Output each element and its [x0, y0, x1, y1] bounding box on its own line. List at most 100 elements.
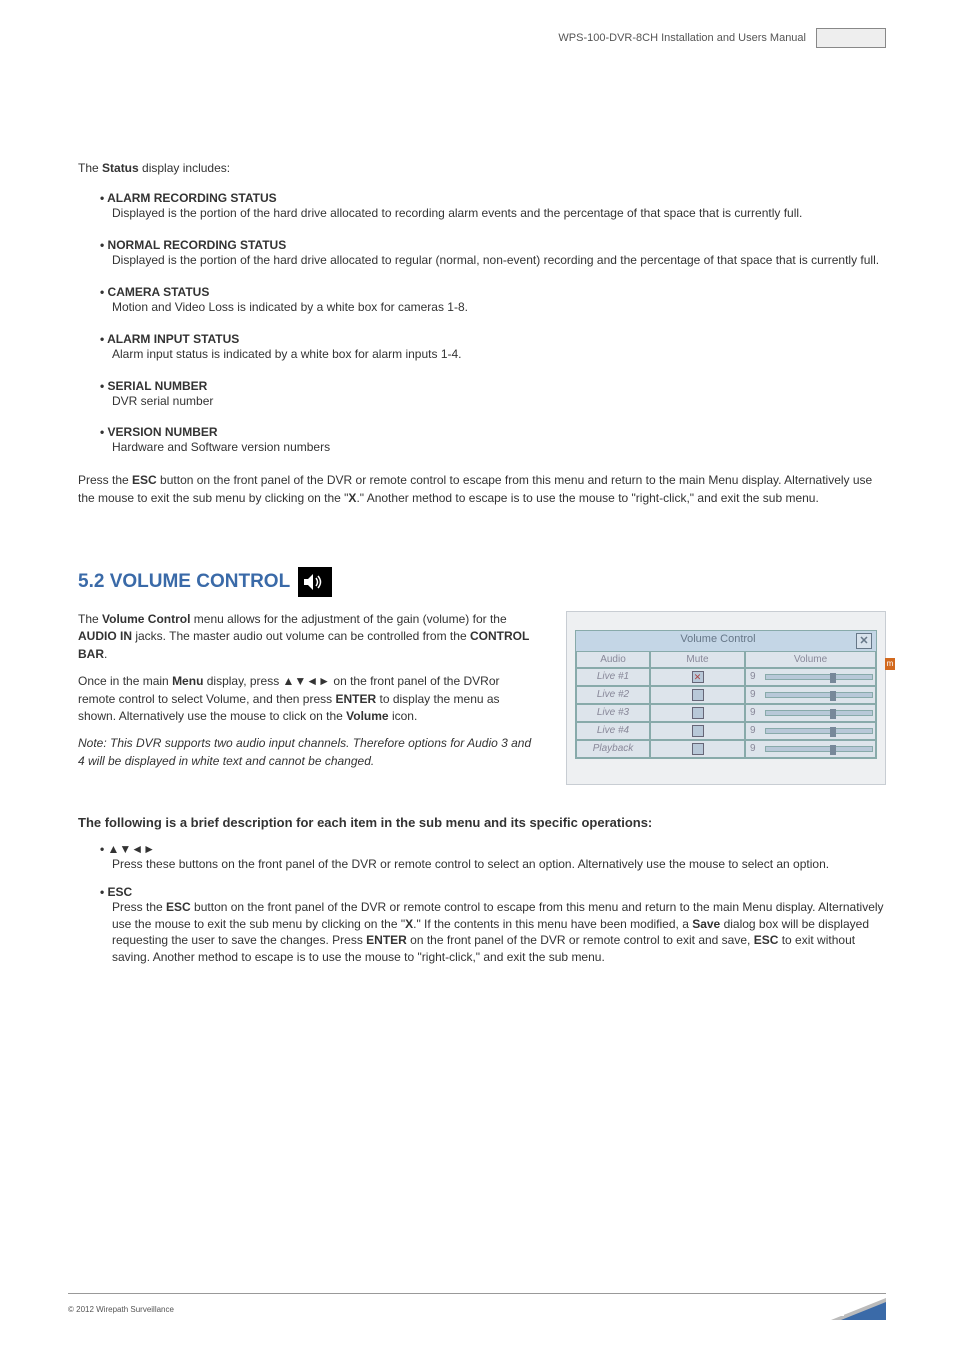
- vol-p1: The Volume Control menu allows for the a…: [78, 611, 536, 663]
- text: Press the: [112, 900, 166, 914]
- vol-p2: Once in the main Menu display, press ▲▼◄…: [78, 673, 536, 725]
- section-title: 5.2 VOLUME CONTROL: [78, 567, 886, 597]
- panel-row: Live #29: [576, 686, 876, 704]
- mute-checkbox[interactable]: [692, 707, 704, 719]
- volume-slider[interactable]: [765, 728, 873, 734]
- status-label: SERIAL NUMBER: [100, 379, 886, 393]
- row-volume-cell[interactable]: 9: [745, 722, 876, 740]
- status-list: ALARM RECORDING STATUS Displayed is the …: [100, 191, 886, 456]
- mute-checkbox[interactable]: [692, 743, 704, 755]
- text-bold: Volume: [346, 709, 388, 723]
- status-desc: Motion and Video Loss is indicated by a …: [112, 299, 886, 316]
- esc-paragraph: Press the ESC button on the front panel …: [78, 472, 886, 507]
- sub-item-arrows: ▲▼◄► Press these buttons on the front pa…: [100, 842, 886, 873]
- slider-knob[interactable]: [830, 745, 836, 755]
- header: WPS-100-DVR-8CH Installation and Users M…: [558, 28, 886, 48]
- volume-value: 9: [750, 743, 762, 754]
- row-volume-cell[interactable]: 9: [745, 740, 876, 758]
- row-volume-cell[interactable]: 9: [745, 668, 876, 686]
- section-title-text: 5.2 VOLUME CONTROL: [78, 571, 290, 593]
- corner-shape: [841, 1302, 886, 1320]
- text: ." Another method to escape is to use th…: [356, 491, 818, 505]
- panel-header-row: Audio Mute Volume: [576, 651, 876, 668]
- status-desc: Displayed is the portion of the hard dri…: [112, 205, 886, 222]
- text-bold: ENTER: [366, 933, 407, 947]
- col-header-audio: Audio: [576, 651, 650, 668]
- text: ." If the contents in this menu have bee…: [413, 917, 692, 931]
- text: display includes:: [139, 161, 230, 175]
- volume-value: 9: [750, 707, 762, 718]
- volume-slider[interactable]: [765, 710, 873, 716]
- status-label: CAMERA STATUS: [100, 285, 886, 299]
- text-bold: ESC: [132, 473, 157, 487]
- page-number: 21: [831, 1305, 844, 1319]
- sub-desc-title: The following is a brief description for…: [78, 815, 886, 830]
- volume-value: 9: [750, 671, 762, 682]
- text-bold: X: [405, 917, 413, 931]
- volume-value: 9: [750, 689, 762, 700]
- status-label: ALARM INPUT STATUS: [100, 332, 886, 346]
- panel-inner: Volume Control ✕ Audio Mute Volume Live …: [575, 630, 877, 759]
- mute-checkbox[interactable]: [692, 671, 704, 683]
- text: Press the: [78, 473, 132, 487]
- status-item: ALARM RECORDING STATUS Displayed is the …: [100, 191, 886, 222]
- row-mute-cell[interactable]: [650, 704, 745, 722]
- text: The: [78, 161, 102, 175]
- text-bold: Menu: [172, 674, 203, 688]
- status-item: SERIAL NUMBER DVR serial number: [100, 379, 886, 410]
- status-desc: Displayed is the portion of the hard dri…: [112, 252, 886, 269]
- sub-item-esc: ESC Press the ESC button on the front pa…: [100, 885, 886, 966]
- volume-value: 9: [750, 725, 762, 736]
- mute-checkbox[interactable]: [692, 689, 704, 701]
- status-item: VERSION NUMBER Hardware and Software ver…: [100, 425, 886, 456]
- text-bold: AUDIO IN: [78, 629, 132, 643]
- row-volume-cell[interactable]: 9: [745, 704, 876, 722]
- panel-rows: Live #19Live #29Live #39Live #49Playback…: [576, 668, 876, 758]
- row-mute-cell[interactable]: [650, 668, 745, 686]
- row-volume-cell[interactable]: 9: [745, 686, 876, 704]
- text-bold: ESC: [754, 933, 779, 947]
- sub-label: ▲▼◄►: [100, 842, 886, 856]
- status-item: CAMERA STATUS Motion and Video Loss is i…: [100, 285, 886, 316]
- row-audio-label: Live #1: [576, 668, 650, 686]
- mute-checkbox[interactable]: [692, 725, 704, 737]
- status-desc: DVR serial number: [112, 393, 886, 410]
- status-desc: Alarm input status is indicated by a whi…: [112, 346, 886, 363]
- slider-knob[interactable]: [830, 691, 836, 701]
- row-mute-cell[interactable]: [650, 686, 745, 704]
- panel-row: Live #39: [576, 704, 876, 722]
- text-bold: Save: [692, 917, 720, 931]
- status-item: NORMAL RECORDING STATUS Displayed is the…: [100, 238, 886, 269]
- status-label: VERSION NUMBER: [100, 425, 886, 439]
- volume-slider[interactable]: [765, 674, 873, 680]
- footer: © 2012 Wirepath Surveillance 21: [68, 1293, 886, 1320]
- text-bold: ESC: [166, 900, 191, 914]
- close-button[interactable]: ✕: [856, 633, 872, 649]
- status-label: NORMAL RECORDING STATUS: [100, 238, 886, 252]
- slider-knob[interactable]: [830, 709, 836, 719]
- volume-slider[interactable]: [765, 692, 873, 698]
- copyright: © 2012 Wirepath Surveillance: [68, 1305, 174, 1314]
- panel-row: Live #49: [576, 722, 876, 740]
- panel-title: Volume Control: [580, 633, 856, 649]
- status-intro: The Status display includes:: [78, 160, 886, 177]
- text: icon.: [389, 709, 418, 723]
- volume-control-panel: m Volume Control ✕ Audio Mute Volume Liv…: [566, 611, 886, 785]
- text-bold: Volume Control: [102, 612, 190, 626]
- text: The: [78, 612, 102, 626]
- slider-knob[interactable]: [830, 727, 836, 737]
- panel-side-tab: m: [885, 658, 895, 670]
- col-header-mute: Mute: [650, 651, 745, 668]
- row-mute-cell[interactable]: [650, 740, 745, 758]
- slider-knob[interactable]: [830, 673, 836, 683]
- text: .: [104, 647, 107, 661]
- vol-note: Note: This DVR supports two audio input …: [78, 735, 536, 770]
- panel-titlebar: Volume Control ✕: [576, 631, 876, 651]
- doc-title: WPS-100-DVR-8CH Installation and Users M…: [558, 32, 806, 44]
- sub-desc: Press these buttons on the front panel o…: [112, 856, 886, 873]
- volume-slider[interactable]: [765, 746, 873, 752]
- status-label: ALARM RECORDING STATUS: [100, 191, 886, 205]
- row-mute-cell[interactable]: [650, 722, 745, 740]
- sub-list: ▲▼◄► Press these buttons on the front pa…: [100, 842, 886, 966]
- col-header-volume: Volume: [745, 651, 876, 668]
